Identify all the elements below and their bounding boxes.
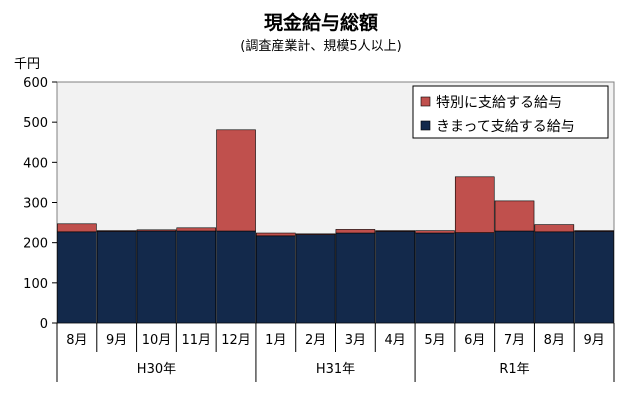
bar-special-4 xyxy=(176,227,217,232)
bar-special-5 xyxy=(216,129,256,232)
x-tick-label: 1月 xyxy=(265,333,286,348)
bar-regular-2 xyxy=(96,231,137,324)
bar-special-13 xyxy=(534,224,575,233)
y-axis-unit-label: 千円 xyxy=(14,57,40,72)
y-tick-label: 0 xyxy=(40,317,48,332)
y-tick-label: 300 xyxy=(23,197,48,212)
x-group-label: H30年 xyxy=(137,362,176,377)
bar-special-7 xyxy=(295,233,336,235)
chart-title: 現金給与総額 xyxy=(263,12,378,34)
bar-special-2 xyxy=(96,230,137,232)
x-tick-label: 11月 xyxy=(181,333,211,348)
bar-regular-10 xyxy=(415,232,455,324)
x-tick-label: 6月 xyxy=(464,333,485,348)
x-tick-label: 8月 xyxy=(66,333,87,348)
legend-swatch xyxy=(420,96,431,107)
legend-box xyxy=(412,85,609,139)
bar-regular-14 xyxy=(574,231,614,324)
bar-regular-9 xyxy=(375,231,415,324)
bar-special-3 xyxy=(136,229,177,232)
x-group-label: R1年 xyxy=(499,362,529,377)
y-tick-label: 200 xyxy=(23,237,48,252)
bar-special-9 xyxy=(375,230,415,232)
legend-label: 特別に支給する給与 xyxy=(436,95,562,111)
bar-special-12 xyxy=(494,200,535,232)
x-tick-label: 9月 xyxy=(106,333,127,348)
x-tick-label: 2月 xyxy=(305,333,326,348)
bar-special-6 xyxy=(256,232,296,237)
bar-special-1 xyxy=(57,223,97,233)
bar-regular-11 xyxy=(454,232,495,324)
x-tick-label: 10月 xyxy=(142,333,172,348)
y-tick-label: 600 xyxy=(23,76,48,91)
bar-regular-3 xyxy=(136,230,177,324)
bar-regular-6 xyxy=(256,235,296,324)
x-tick-label: 8月 xyxy=(544,333,565,348)
legend-label: きまって支給する給与 xyxy=(436,119,575,135)
bar-regular-13 xyxy=(534,231,575,324)
legend-swatch xyxy=(420,120,431,131)
chart-subtitle: (調査産業計、規模5人以上) xyxy=(240,39,402,54)
x-tick-label: 7月 xyxy=(504,333,525,348)
x-group-label: H31年 xyxy=(316,362,355,377)
y-tick-label: 500 xyxy=(23,116,48,131)
x-tick-label: 12月 xyxy=(221,333,251,348)
bar-regular-4 xyxy=(176,230,217,324)
bar-regular-12 xyxy=(494,230,535,324)
x-tick-label: 5月 xyxy=(424,333,445,348)
bar-regular-5 xyxy=(216,230,256,324)
bar-special-10 xyxy=(415,230,455,234)
bar-special-11 xyxy=(454,176,495,233)
y-tick-label: 100 xyxy=(23,277,48,292)
x-tick-label: 3月 xyxy=(345,333,366,348)
bar-special-14 xyxy=(574,230,614,232)
bar-regular-1 xyxy=(57,231,97,324)
y-tick-label: 400 xyxy=(23,156,48,171)
x-tick-label: 4月 xyxy=(385,333,406,348)
bar-special-8 xyxy=(335,229,376,234)
bar-regular-8 xyxy=(335,232,376,324)
x-tick-label: 9月 xyxy=(583,333,604,348)
bar-regular-7 xyxy=(295,234,336,324)
